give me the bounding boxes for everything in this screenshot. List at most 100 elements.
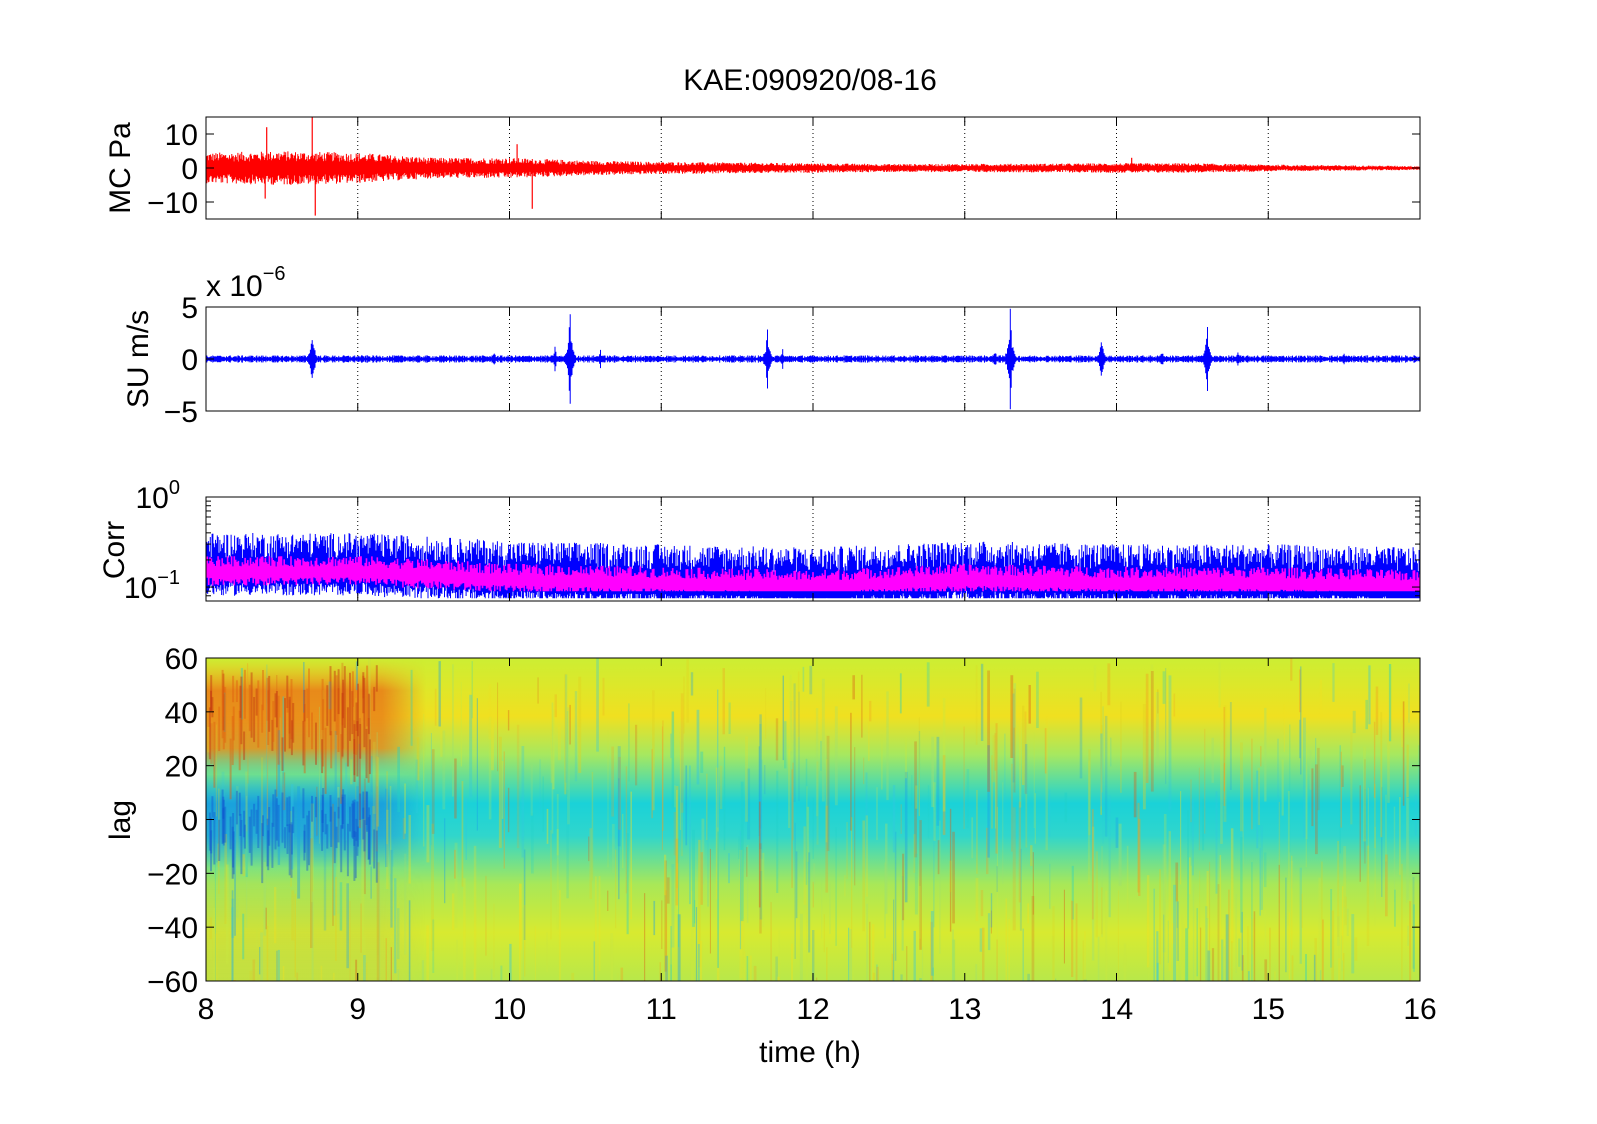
correlation-ylabel: Corr xyxy=(98,521,131,579)
lag-heatmap-streak xyxy=(272,794,275,827)
lag-heatmap-streak xyxy=(288,796,291,833)
lag-heatmap-streak xyxy=(438,661,441,727)
lag-heatmap-streak xyxy=(1163,914,1165,981)
lag-heatmap-streak xyxy=(986,827,989,875)
lag-heatmap-streak xyxy=(765,688,767,739)
lag-heatmap-streak xyxy=(337,797,340,819)
lag-heatmap-streak xyxy=(1115,817,1119,848)
lag-heatmap-streak xyxy=(386,809,389,889)
lag-heatmap-streak xyxy=(740,781,744,922)
lag-heatmap-streak xyxy=(229,738,232,800)
lag-heatmap-streak xyxy=(690,672,694,696)
su-velocity-scale-base: x 10 xyxy=(206,270,263,303)
lag-heatmap-streak xyxy=(933,782,936,841)
lag-heatmap-streak xyxy=(315,722,317,765)
lag-heatmap-streak xyxy=(759,724,762,829)
lag-heatmap-streak xyxy=(274,693,277,718)
lag-heatmap-streak xyxy=(557,724,561,761)
lag-heatmap-streak xyxy=(1343,953,1345,981)
lag-heatmap-streak xyxy=(353,799,356,837)
lag-heatmap-streak xyxy=(1319,679,1323,719)
lag-heatmap-streak xyxy=(795,851,798,919)
lag-heatmap-streak xyxy=(1118,823,1122,886)
lag-heatmap-streak xyxy=(739,831,742,950)
lag-heatmap-streak xyxy=(1071,865,1074,920)
lag-heatmap-streak xyxy=(238,710,241,771)
lag-heatmap-streak xyxy=(516,724,520,849)
lag-heatmap-streak xyxy=(310,803,314,903)
lag-heatmap-streak xyxy=(410,669,413,746)
lag-heatmap-streak xyxy=(288,699,291,734)
lag-heatmap-streak xyxy=(1337,841,1340,937)
lag-heatmap-streak xyxy=(826,735,830,852)
lag-heatmap-streak xyxy=(976,790,978,874)
lag-heatmap-streak xyxy=(904,771,908,903)
lag-heatmap-streak xyxy=(746,956,749,981)
lag-heatmap-streak xyxy=(1235,893,1237,973)
lag-heatmap-streak xyxy=(626,833,629,935)
su-velocity-scale-factor: x 10−6 xyxy=(206,263,286,303)
lag-heatmap-streak xyxy=(231,898,235,938)
lag-heatmap-streak xyxy=(346,883,349,969)
lag-heatmap-streak xyxy=(758,801,761,908)
lag-heatmap-streak xyxy=(1145,673,1149,783)
lag-heatmap-streak xyxy=(1027,903,1029,924)
lag-heatmap-streak xyxy=(209,927,212,960)
lag-heatmap-streak xyxy=(869,921,871,981)
lag-heatmap-streak xyxy=(356,786,359,819)
lag-heatmap-streak xyxy=(290,784,294,870)
lag-heatmap-streak xyxy=(686,659,689,723)
lag-heatmap-streak xyxy=(326,824,329,849)
lag-heatmap-streak xyxy=(303,830,306,861)
lag-heatmap-streak xyxy=(904,736,907,779)
lag-heatmap-streak xyxy=(208,707,211,760)
lag-heatmap-streak xyxy=(1288,912,1291,980)
lag-heatmap-streak xyxy=(930,911,934,976)
lag-heatmap-streak xyxy=(1309,750,1312,790)
lag-heatmap-streak xyxy=(1028,685,1031,724)
lag-heatmap-streak xyxy=(353,724,356,782)
lag-heatmap-streak xyxy=(931,736,935,808)
lag-heatmap-streak xyxy=(245,795,248,928)
lag-heatmap-streak xyxy=(1162,844,1166,953)
lag-heatmap-streak xyxy=(1036,671,1039,728)
lag-heatmap-streak xyxy=(376,954,379,978)
lag-heatmap-streak xyxy=(454,758,457,819)
lag-heatmap-streak xyxy=(901,876,904,951)
lag-heatmap-streak xyxy=(362,672,365,714)
lag-heatmap-streak xyxy=(1049,863,1051,909)
lag-heatmap-streak xyxy=(677,914,681,981)
lag-heatmap-streak xyxy=(1418,745,1420,813)
lag-heatmap-streak xyxy=(351,800,354,839)
lag-heatmap-streak xyxy=(1117,890,1119,981)
lag-heatmap-streak xyxy=(1084,931,1086,981)
lag-heatmap-streak xyxy=(222,796,225,819)
lag-heatmap-streak xyxy=(1189,865,1192,909)
lag-heatmap-streak xyxy=(364,934,366,981)
lag-heatmap-streak xyxy=(991,755,993,829)
lag-heatmap-streak xyxy=(1011,763,1013,852)
lag-heatmap-streak xyxy=(288,696,291,749)
lag-heatmap-streak xyxy=(666,877,670,904)
lag-heatmap-streak xyxy=(372,806,375,862)
lag-heatmap-streak xyxy=(1075,903,1078,981)
lag-heatmap-streak xyxy=(1101,846,1103,938)
lag-heatmap-streak xyxy=(353,830,356,881)
lag-heatmap-streak xyxy=(243,824,246,849)
lag-heatmap-streak xyxy=(335,877,337,961)
lag-heatmap-streak xyxy=(452,664,454,797)
lag-heatmap-streak xyxy=(368,658,371,763)
lag-heatmap-streak xyxy=(430,733,432,846)
lag-heatmap-streak xyxy=(277,949,280,981)
lag-heatmap-streak xyxy=(1159,869,1161,965)
lag-heatmap-streak xyxy=(1004,733,1006,804)
y-tick-label: 60 xyxy=(165,643,198,676)
lag-heatmap-streak xyxy=(329,666,332,736)
lag-heatmap-streak xyxy=(1253,911,1256,981)
lag-heatmap-streak xyxy=(507,787,510,833)
lag-heatmap-streak xyxy=(556,829,559,856)
lag-heatmap-streak xyxy=(303,704,306,774)
lag-heatmap-streak xyxy=(902,853,905,921)
